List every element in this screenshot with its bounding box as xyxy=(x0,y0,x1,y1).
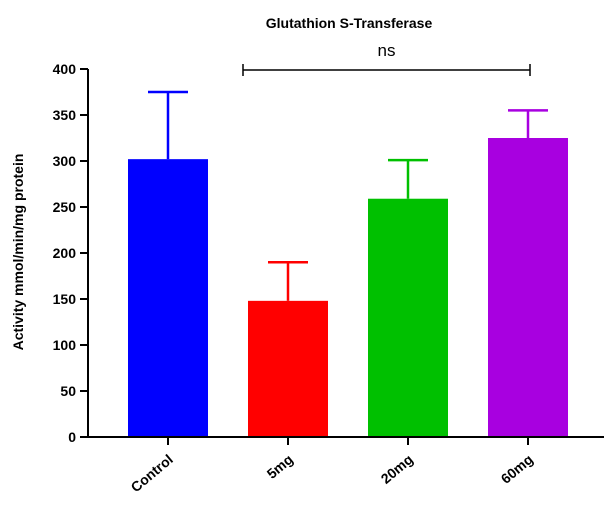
x-tick-label-control: Control xyxy=(128,451,176,495)
bar-20mg xyxy=(368,198,448,437)
y-tick-label-100: 100 xyxy=(53,337,77,353)
y-tick-label-150: 150 xyxy=(53,291,77,307)
y-tick-label-300: 300 xyxy=(53,153,77,169)
bar-5mg xyxy=(248,300,328,437)
y-tick-label-200: 200 xyxy=(53,245,77,261)
chart-title: Glutathion S-Transferase xyxy=(266,15,433,31)
y-tick-label-350: 350 xyxy=(53,107,77,123)
x-tick-label-20mg: 20mg xyxy=(378,451,416,487)
x-tick-label-60mg: 60mg xyxy=(498,451,536,487)
bar-control xyxy=(128,159,208,437)
bar-60mg xyxy=(488,138,568,437)
significance-label: ns xyxy=(378,41,396,60)
y-tick-label-0: 0 xyxy=(68,429,76,445)
y-tick-label-50: 50 xyxy=(60,383,76,399)
y-axis-label: Activity mmol/min/mg protein xyxy=(10,154,26,351)
y-tick-label-250: 250 xyxy=(53,199,77,215)
x-tick-label-5mg: 5mg xyxy=(264,451,296,482)
y-tick-label-400: 400 xyxy=(53,61,77,77)
